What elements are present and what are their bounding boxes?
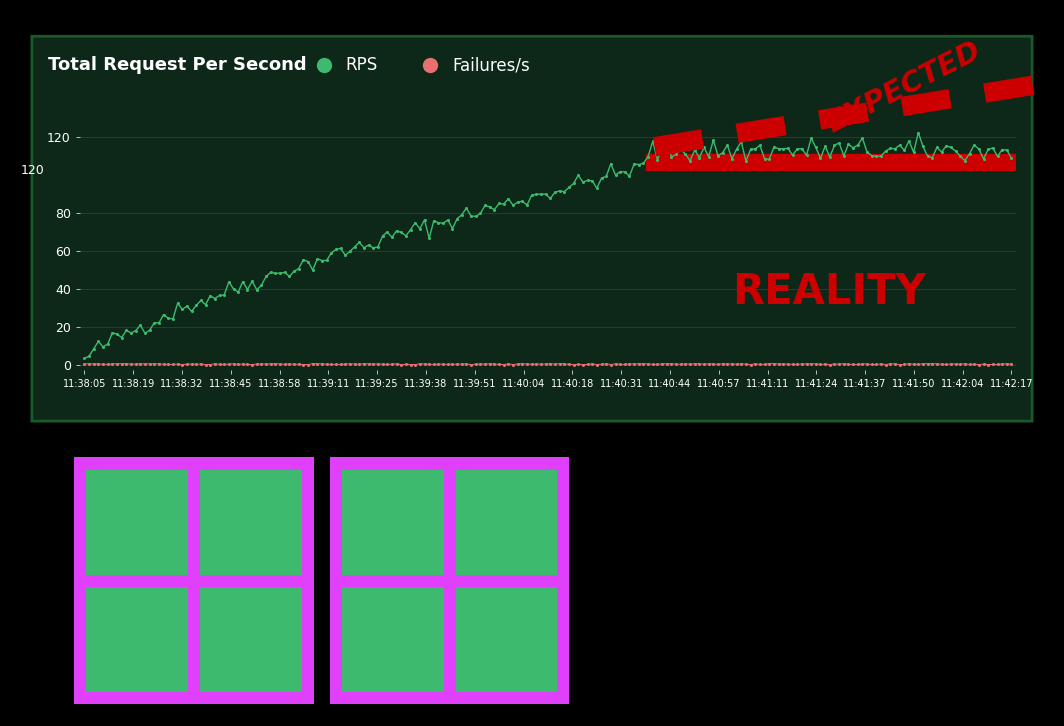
Text: RPS: RPS xyxy=(346,57,378,74)
Text: EXPECTED: EXPECTED xyxy=(822,37,985,139)
Bar xyxy=(646,155,1016,169)
Text: Failures/s: Failures/s xyxy=(452,57,530,74)
Text: 120: 120 xyxy=(20,164,45,177)
FancyBboxPatch shape xyxy=(32,36,1032,421)
Text: Total Request Per Second: Total Request Per Second xyxy=(48,57,306,74)
Text: REALITY: REALITY xyxy=(732,271,926,313)
